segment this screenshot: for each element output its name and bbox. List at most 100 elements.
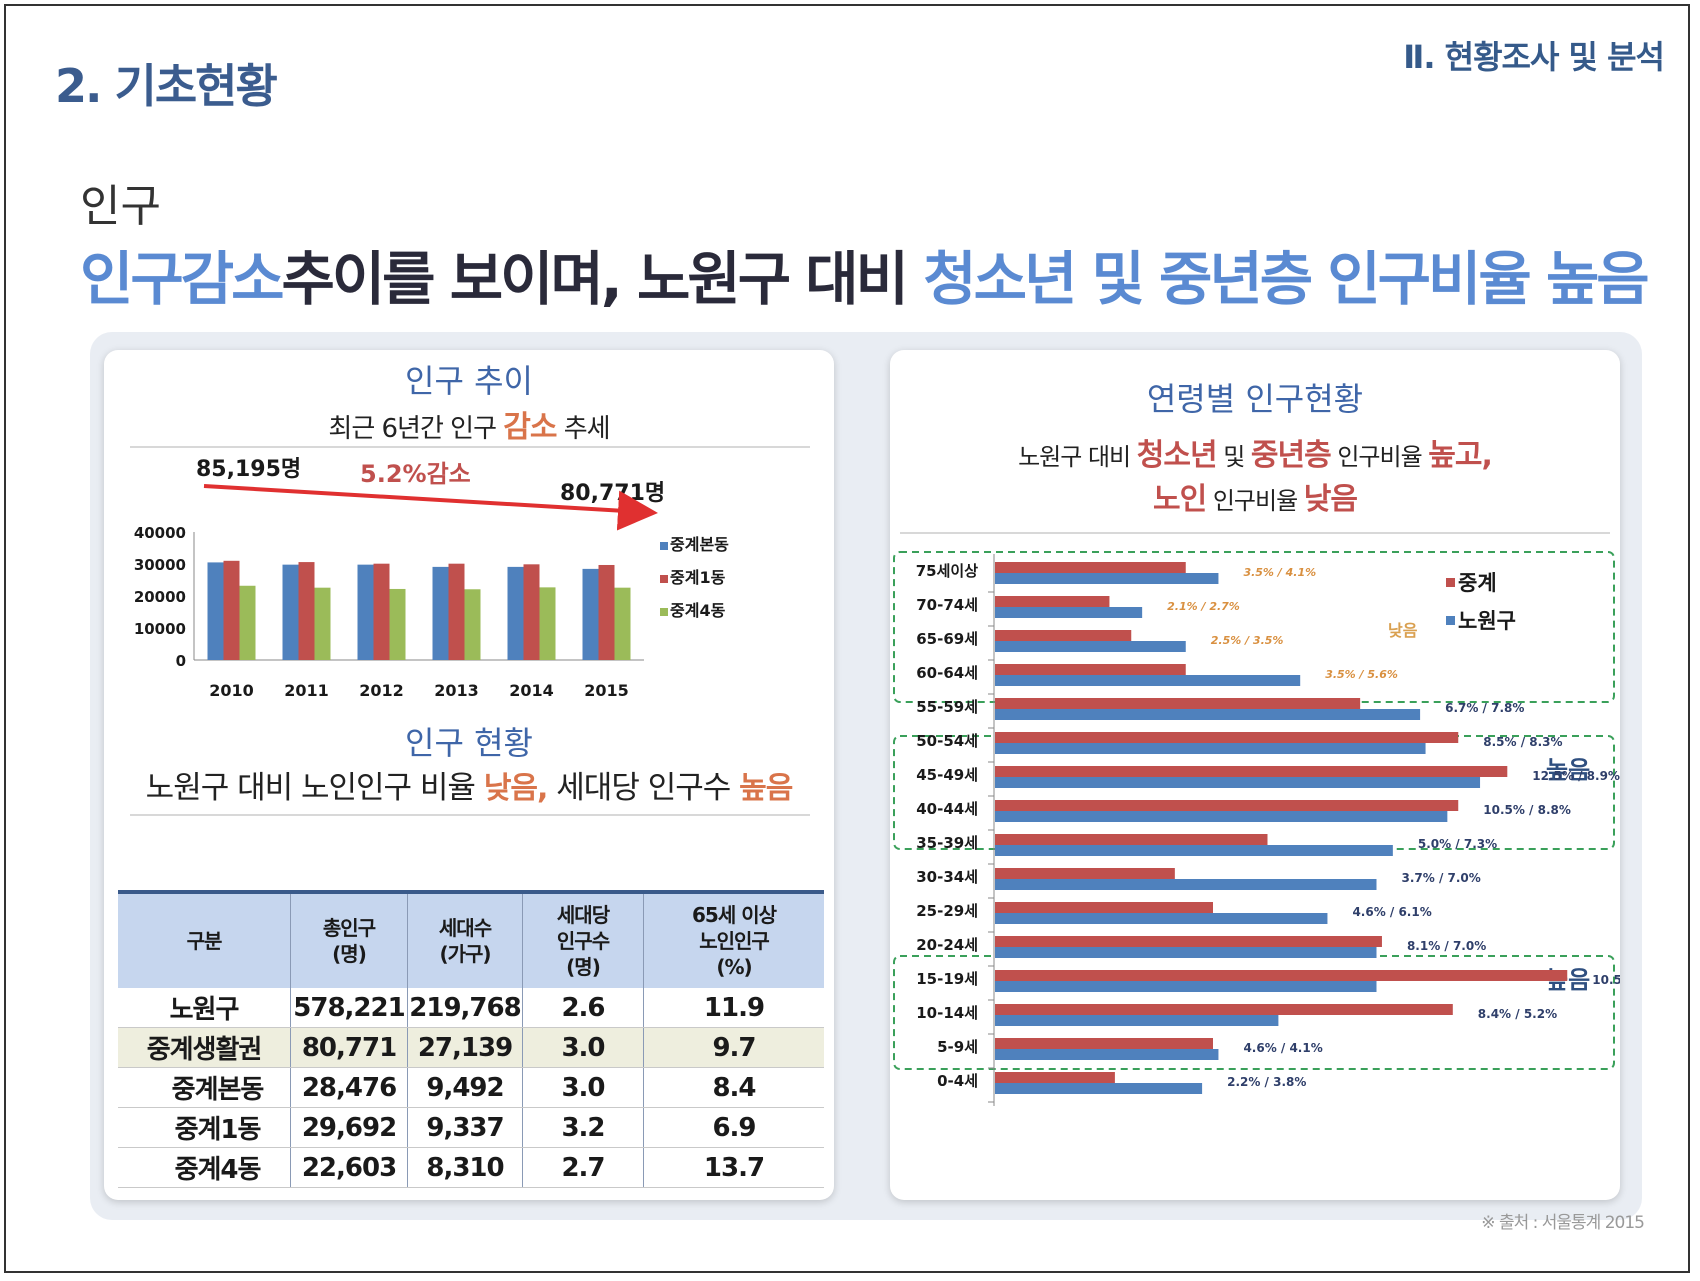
value-label: 4.6% / 4.1%	[1243, 1041, 1322, 1055]
value-label: 10.5% / 8.8%	[1483, 803, 1571, 817]
value-label: 2.5% / 3.5%	[1211, 634, 1284, 647]
age-subtitle-hl: 노인	[1153, 482, 1207, 517]
bar	[995, 777, 1481, 788]
header-category: 구분	[118, 890, 291, 988]
legend-label: 중계4동	[670, 601, 726, 620]
value-label: 4.6% / 6.1%	[1352, 905, 1431, 919]
bar	[995, 766, 1508, 777]
bar	[614, 587, 631, 660]
chapter-title: Ⅱ. 현황조사 및 분석	[1403, 38, 1665, 76]
cell-elderly: 13.7	[643, 1147, 824, 1188]
bar	[582, 568, 599, 660]
headline-part1: 인구감소	[80, 245, 284, 313]
age-category-label: 55-59세	[916, 698, 978, 716]
bar	[995, 970, 1568, 981]
age-category-label: 40-44세	[916, 800, 978, 818]
bar	[995, 811, 1448, 822]
cell-total: 578,221	[290, 988, 408, 1028]
table-row: 중계생활권 80,771 27,139 3.0 9.7	[118, 1027, 824, 1068]
population-trend-panel: 인구 추이 최근 6년간 인구 감소 추세 85,195명 5.2%감소 80,…	[104, 350, 834, 1200]
page-frame	[4, 4, 1690, 1273]
value-label: 10.5% / 7.2%	[1592, 973, 1620, 987]
table-header-row: 구분 총인구 (명) 세대수 (가구) 세대당 인구수 (명) 65세 이상 노인인구 (%…	[118, 890, 824, 988]
status-title: 인구 현황	[405, 724, 533, 762]
x-tick-label: 2012	[359, 681, 404, 700]
bar	[207, 562, 224, 660]
row-label: 노원구	[118, 988, 291, 1028]
y-tick-label: 20000	[134, 588, 186, 606]
cell-households: 27,139	[407, 1027, 523, 1068]
status-subtitle: 노원구 대비 노인인구 비율 낮음, 세대당 인구수 높음	[104, 762, 834, 807]
population-trend-chart: 85,195명 5.2%감소 80,771명 40000 30000 20000 10…	[134, 457, 729, 700]
high-label: 높음	[1546, 756, 1590, 784]
bar	[995, 709, 1421, 720]
legend-label: 중계본동	[670, 535, 729, 554]
legend-label: 노원구	[1458, 609, 1516, 633]
cell-households: 8,310	[407, 1147, 523, 1188]
bar	[995, 630, 1132, 641]
bar	[298, 562, 315, 660]
legend-swatch	[1446, 616, 1455, 625]
bar	[432, 566, 449, 660]
bar	[523, 564, 540, 660]
status-subtitle-hl1: 낮음,	[483, 771, 549, 806]
x-tick-label: 2011	[284, 681, 329, 700]
cell-per-household: 2.6	[522, 988, 644, 1028]
age-category-label: 70-74세	[916, 596, 978, 614]
age-category-label: 25-29세	[916, 902, 978, 920]
value-label: 5.0% / 7.3%	[1418, 837, 1497, 851]
annotation-end: 80,771명	[560, 481, 665, 506]
y-tick-label: 0	[176, 652, 186, 670]
cell-households: 9,492	[407, 1067, 523, 1108]
age-category-label: 50-54세	[916, 732, 978, 750]
age-category-label: 60-64세	[916, 664, 978, 682]
bar	[464, 589, 481, 660]
annotation-start: 85,195명	[196, 457, 301, 482]
y-tick-label: 40000	[134, 524, 186, 542]
bar	[995, 1038, 1213, 1049]
status-subtitle-mid: 세대당 인구수	[547, 770, 740, 806]
trend-subtitle-highlight: 감소	[503, 410, 557, 445]
trend-subtitle: 최근 6년간 인구 감소 추세	[104, 402, 834, 446]
cell-elderly: 11.9	[643, 988, 824, 1028]
age-category-label: 5-9세	[937, 1038, 978, 1056]
decrease-arrow	[203, 484, 658, 531]
cell-total: 29,692	[290, 1107, 408, 1148]
value-label: 3.5% / 5.6%	[1325, 668, 1398, 681]
age-category-label: 30-34세	[916, 868, 978, 886]
cell-total: 80,771	[290, 1027, 408, 1068]
cell-households: 219,768	[407, 988, 523, 1028]
source-note: ※ 출처 : 서울통계 2015	[1481, 1213, 1645, 1233]
age-category-label: 20-24세	[916, 936, 978, 954]
bar	[995, 573, 1219, 584]
bar	[995, 845, 1393, 856]
legend-label: 중계	[1458, 571, 1497, 595]
section-title: 2. 기초현황	[55, 59, 278, 113]
value-label: 12.5% / 8.9%	[1532, 769, 1620, 783]
bar	[239, 585, 256, 660]
row-label: 중계4동	[118, 1147, 291, 1188]
cell-total: 22,603	[290, 1147, 408, 1188]
bar	[995, 675, 1301, 686]
age-subtitle-text: 인구비율	[1330, 443, 1429, 471]
x-tick-label: 2014	[509, 681, 554, 700]
bar	[995, 902, 1213, 913]
age-subtitle-hl: 중년층	[1250, 438, 1332, 473]
table-row: 노원구 578,221 219,768 2.6 11.9	[118, 988, 824, 1028]
trend-title: 인구 추이	[405, 362, 533, 400]
header-total-population: 총인구 (명)	[290, 890, 408, 988]
cell-total: 28,476	[290, 1067, 408, 1108]
age-subtitle-hl: 청소년	[1136, 438, 1218, 473]
age-population-panel: 연령별 인구현황 노원구 대비 청소년 및 중년층 인구비율 높고, 노인 인구…	[890, 350, 1620, 1200]
bar	[995, 698, 1361, 709]
divider	[130, 446, 810, 448]
bar	[995, 913, 1328, 924]
bar	[598, 564, 615, 660]
bar	[373, 563, 390, 660]
row-label: 중계생활권	[118, 1027, 291, 1068]
legend-swatch	[660, 575, 668, 583]
age-subtitle-hl: 높고,	[1428, 438, 1493, 473]
bar	[389, 588, 406, 660]
bar	[223, 560, 240, 660]
low-label: 낮음	[1388, 621, 1418, 640]
